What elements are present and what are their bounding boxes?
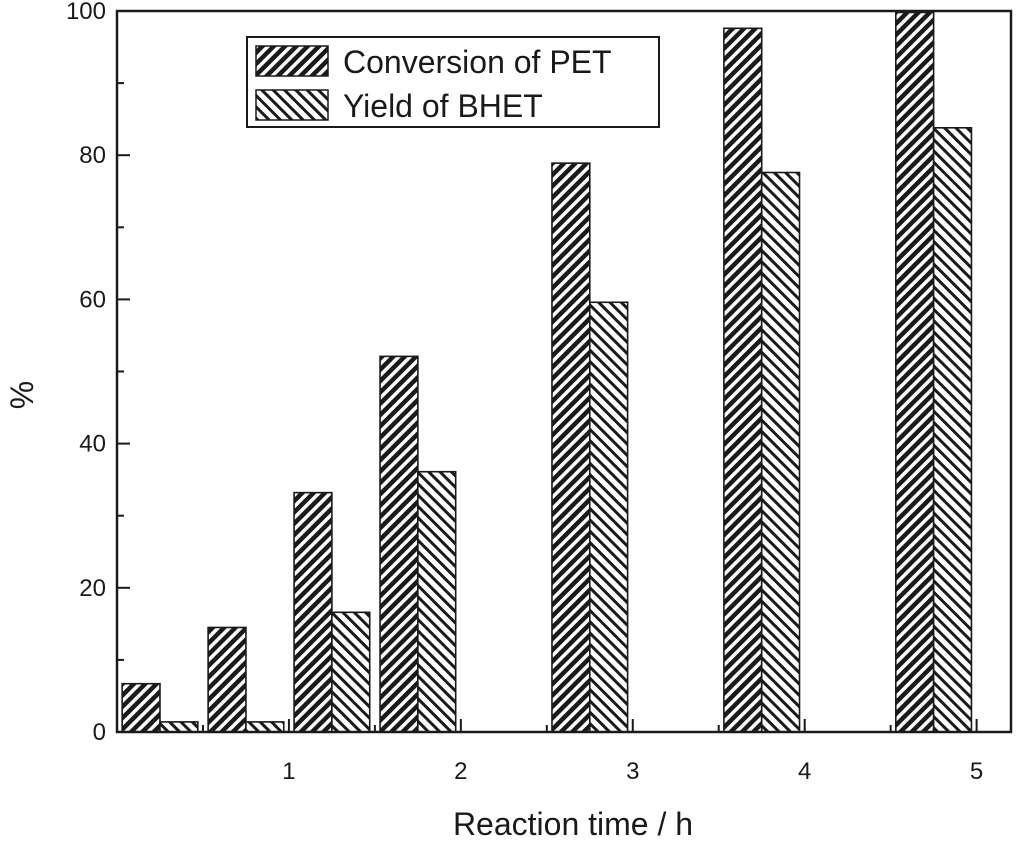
- bar-conversion-3: [293, 491, 333, 733]
- bar-conversion-7: [895, 11, 935, 733]
- bars-layer: [121, 11, 973, 733]
- y-tick-label: 20: [79, 575, 106, 602]
- y-tick-label: 60: [79, 286, 106, 313]
- bar-conversion-6: [723, 27, 763, 733]
- legend-swatch-yield: [255, 89, 329, 121]
- x-tick-label: 2: [454, 758, 467, 785]
- bar-yield-3: [331, 611, 371, 733]
- ticks-layer: 0 20 40 60 80 100 1 2 3 4 5: [66, 0, 983, 785]
- y-tick-label: 80: [79, 142, 106, 169]
- bar-yield-4: [417, 470, 457, 733]
- bar-conversion-1: [121, 682, 161, 733]
- y-axis-label: %: [4, 381, 40, 409]
- legend-swatch-conversion: [255, 45, 329, 77]
- y-tick-label: 0: [93, 719, 106, 746]
- bar-yield-7: [932, 127, 973, 733]
- legend: Conversion of PET Yield of BHET: [246, 36, 660, 128]
- bar-conversion-5: [551, 162, 591, 733]
- legend-label-yield: Yield of BHET: [343, 88, 543, 124]
- legend-label-conversion: Conversion of PET: [343, 44, 612, 80]
- y-tick-label: 40: [79, 431, 106, 458]
- x-tick-label: 4: [798, 758, 811, 785]
- x-tick-label: 3: [626, 758, 639, 785]
- bar-yield-5: [588, 301, 629, 733]
- x-tick-label: 1: [282, 758, 295, 785]
- bar-conversion-2: [207, 626, 247, 733]
- bar-yield-6: [760, 171, 801, 733]
- y-tick-label: 100: [66, 0, 106, 25]
- plot-frame: [115, 9, 1013, 734]
- bar-yield-1: [159, 721, 199, 733]
- x-tick-label: 5: [970, 758, 983, 785]
- bar-yield-2: [245, 721, 285, 733]
- x-axis-label: Reaction time / h: [453, 806, 693, 842]
- bar-conversion-4: [379, 355, 419, 733]
